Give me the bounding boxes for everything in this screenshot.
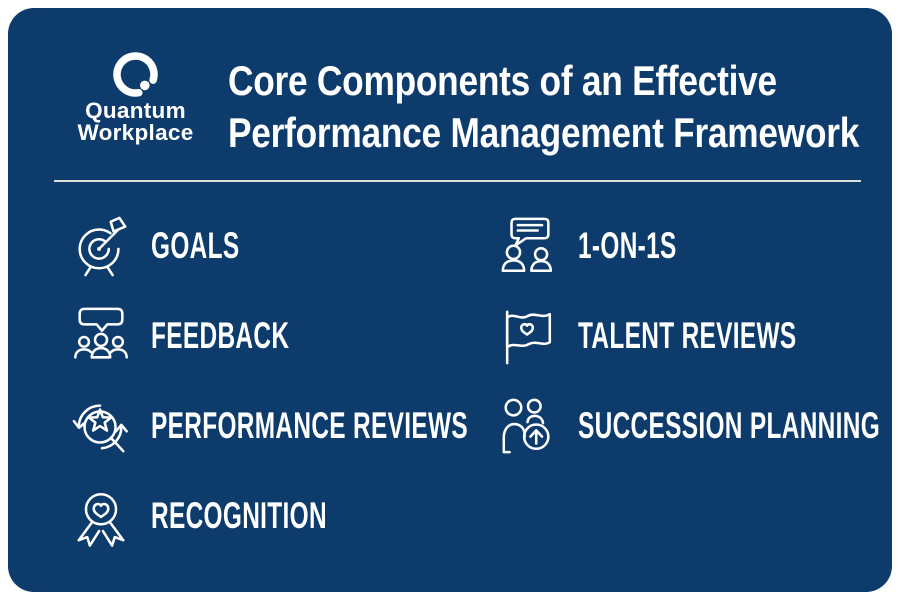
item-label-1-on-1s: 1-ON-1S: [578, 225, 677, 266]
item-label-recognition: RECOGNITION: [151, 495, 327, 536]
brand-line-2: Workplace: [77, 120, 194, 145]
item-label-talent-reviews: TALENT REVIEWS: [578, 315, 797, 356]
award-badge-heart-icon: [70, 485, 132, 547]
item-label-succession-planning: SUCCESSION PLANNING: [578, 405, 881, 446]
star-review-cycle-icon: [70, 395, 132, 457]
target-goal-icon: [70, 215, 132, 277]
two-people-chat-icon: [497, 215, 559, 277]
quantum-q-icon: [113, 52, 158, 97]
item-label-goals: GOALS: [151, 225, 240, 266]
brand-wordmark: Quantum Workplace: [48, 98, 223, 145]
item-label-performance-reviews: PERFORMANCE REVIEWS: [151, 405, 468, 446]
brand-line-1: Quantum: [85, 98, 186, 123]
title-line-2: Performance Management Framework: [228, 109, 860, 156]
infographic-card: Quantum Workplace Core Components of an …: [8, 8, 892, 592]
person-promotion-icon: [497, 395, 559, 457]
group-speech-bubble-icon: [70, 305, 132, 367]
flag-heart-icon: [497, 305, 559, 367]
page-title: Core Components of an Effective Performa…: [228, 55, 859, 159]
header-divider: [54, 180, 861, 182]
title-line-1: Core Components of an Effective: [228, 57, 777, 104]
item-label-feedback: FEEDBACK: [151, 315, 290, 356]
